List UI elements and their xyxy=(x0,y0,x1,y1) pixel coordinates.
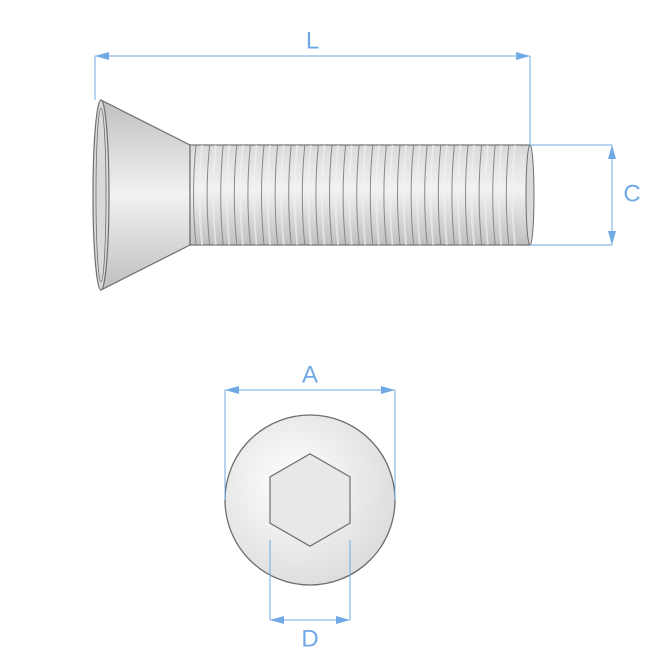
dim-label-a: A xyxy=(302,361,318,388)
dim-label-c: C xyxy=(623,180,640,207)
arrow-head xyxy=(95,52,109,60)
arrow-head xyxy=(336,616,350,624)
arrow-head xyxy=(381,386,395,394)
screw-shaft-end xyxy=(526,145,534,245)
arrow-head xyxy=(608,145,616,159)
dim-label-d: D xyxy=(301,625,318,652)
screw-head-side xyxy=(101,100,190,290)
dim-label-l: L xyxy=(306,27,319,54)
screw-head-face xyxy=(93,100,109,290)
arrow-head xyxy=(516,52,530,60)
arrow-head xyxy=(270,616,284,624)
arrow-head xyxy=(225,386,239,394)
arrow-head xyxy=(608,231,616,245)
technical-drawing: L C A D xyxy=(0,0,670,670)
